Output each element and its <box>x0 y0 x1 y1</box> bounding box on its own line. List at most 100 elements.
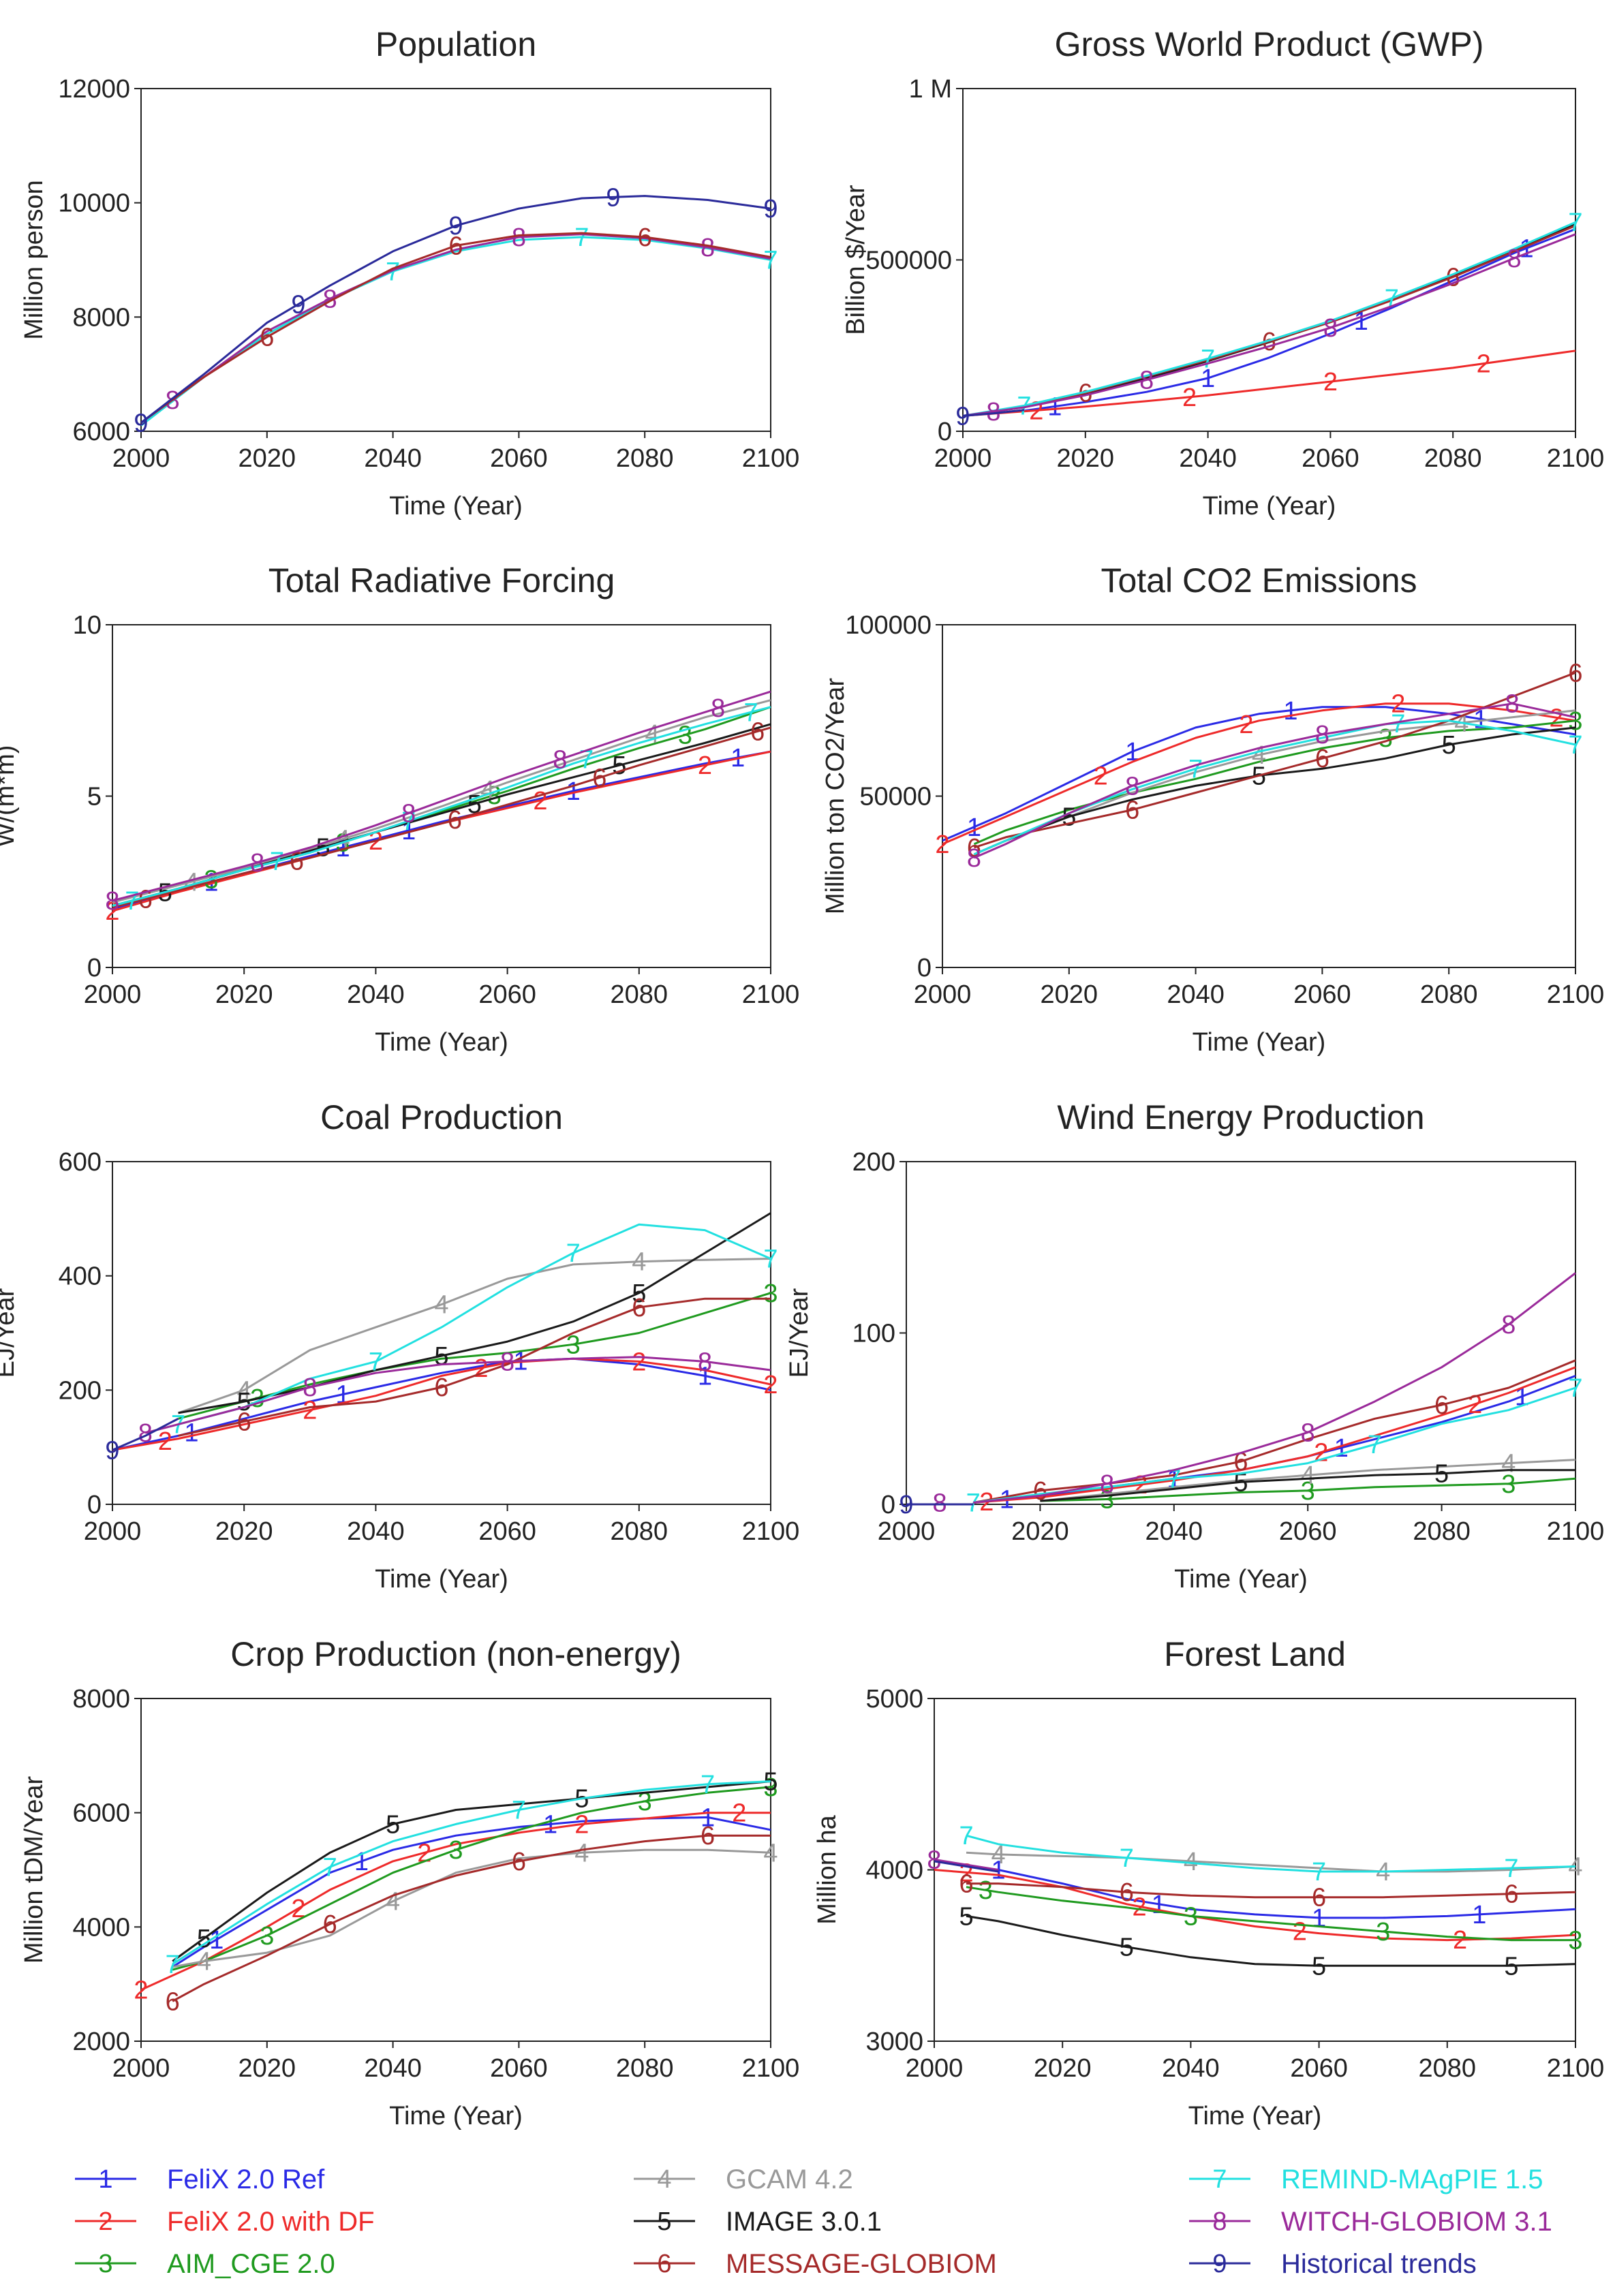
series-marker-4: 4 <box>386 1888 400 1917</box>
series-line-7 <box>172 1780 771 1966</box>
series-marker-2: 2 <box>303 1397 317 1425</box>
series-marker-5: 5 <box>1442 731 1456 760</box>
series-marker-8: 8 <box>1505 690 1520 719</box>
plot-area <box>962 88 1576 432</box>
chart-4: Coal Production 2000 2020 2040 2060 2080 2100 0… <box>0 1098 799 1594</box>
series-line-7 <box>966 1834 1576 1873</box>
y-axis-title: Million ha <box>813 1814 842 1924</box>
series-marker-7: 7 <box>1568 1374 1582 1403</box>
x-tick-label: 2100 <box>1547 1517 1605 1546</box>
series-line-1 <box>942 706 1576 842</box>
series-line-7 <box>140 236 771 426</box>
series-marker-1: 1 <box>967 813 981 842</box>
series-line-5 <box>172 1780 771 1962</box>
series-line-3 <box>172 1786 771 1971</box>
series-marker-8: 8 <box>1301 1418 1315 1447</box>
series-line-3 <box>966 1886 1575 1942</box>
y-tick-label: 4000 <box>865 1857 923 1885</box>
y-axis-title: Million ton CO2/Year <box>821 678 850 914</box>
series-marker-9: 9 <box>105 1436 119 1465</box>
series-marker-4: 4 <box>1301 1461 1315 1490</box>
series-line-3 <box>973 719 1576 846</box>
series-marker-3: 3 <box>1501 1470 1516 1499</box>
series-marker-4: 4 <box>632 1248 646 1277</box>
series-marker-7: 7 <box>166 1951 180 1979</box>
legend-label-4: GCAM 4.2 <box>726 2165 853 2194</box>
series-line-2 <box>973 1366 1576 1504</box>
chart-1: Gross World Product (GWP)2000 2020 2040 206… <box>842 25 1604 521</box>
y-axis-title: Million person <box>20 180 48 339</box>
series-marker-2: 2 <box>1391 690 1405 719</box>
series-marker-3: 3 <box>1568 1927 1582 1955</box>
series-marker-7: 7 <box>1391 710 1405 739</box>
series-marker-7: 7 <box>270 848 284 876</box>
series-marker-1: 1 <box>1283 697 1297 726</box>
chart-title: Wind Energy Production <box>1057 1098 1424 1136</box>
series-marker-8: 8 <box>701 234 715 262</box>
legend-label-2: FeliX 2.0 with DF <box>167 2207 375 2237</box>
series-marker-2: 2 <box>1453 1926 1467 1955</box>
legend-marker-1: 1 <box>98 2165 112 2194</box>
series-marker-6: 6 <box>1312 1884 1326 1912</box>
series-marker-5: 5 <box>632 1279 646 1308</box>
legend-label-1: FeliX 2.0 Ref <box>167 2165 325 2194</box>
x-tick-label: 2100 <box>742 444 800 473</box>
series-marker-7: 7 <box>1504 1855 1518 1883</box>
series-line-6 <box>966 1882 1576 1899</box>
series-line-8 <box>973 1272 1576 1504</box>
series-line-2 <box>962 350 1576 417</box>
series-line-7 <box>178 1223 771 1426</box>
y-tick-label: 6000 <box>72 1799 130 1828</box>
y-axis-title: EJ/Year <box>785 1288 814 1378</box>
series-line-1 <box>962 228 1576 417</box>
y-tick-label: 0 <box>938 418 952 446</box>
x-tick-label: 2040 <box>1179 444 1237 473</box>
series-marker-6: 6 <box>1568 659 1582 687</box>
series-marker-2: 2 <box>291 1895 305 1923</box>
series-marker-7: 7 <box>701 1771 715 1799</box>
series-line-6 <box>140 232 771 424</box>
y-tick-label: 1 M <box>909 75 952 104</box>
x-tick-label: 2100 <box>1547 444 1605 473</box>
x-tick-label: 2020 <box>239 444 296 473</box>
x-axis-title: Time (Year) <box>1193 1028 1326 1057</box>
series-marker-6: 6 <box>1262 328 1276 356</box>
x-tick-label: 2080 <box>616 2054 674 2083</box>
series-marker-6: 6 <box>592 764 606 792</box>
series-line-9 <box>934 1860 999 1873</box>
series-marker-7: 7 <box>966 1489 981 1517</box>
series-line-4 <box>172 1848 771 1968</box>
series-marker-8: 8 <box>500 1348 514 1376</box>
series-marker-8: 8 <box>1315 721 1329 749</box>
series-marker-7: 7 <box>566 1239 581 1268</box>
series-line-6 <box>972 1359 1576 1504</box>
series-line-5 <box>178 1212 771 1414</box>
chart-7: Forest Land 2000 2020 2040 2060 2080 2100 3000 4… <box>813 1635 1604 2130</box>
x-tick-label: 2020 <box>1041 980 1098 1009</box>
series-marker-6: 6 <box>323 1910 337 1939</box>
chart-0: Population 2000 2020 2040 2060 2080 2100 6000 80… <box>20 25 799 521</box>
series-marker-8: 8 <box>512 223 526 252</box>
chart-2: Total Radiative Forcing 2000 2020 2040 2060 2… <box>0 561 799 1057</box>
series-line-1 <box>934 1860 1576 1919</box>
series-marker-9: 9 <box>763 195 778 223</box>
series-marker-6: 6 <box>1315 745 1329 773</box>
series-marker-6: 6 <box>1446 264 1460 292</box>
x-tick-label: 2000 <box>84 980 142 1009</box>
series-marker-8: 8 <box>933 1489 947 1517</box>
series-line-4 <box>112 699 771 903</box>
series-line-8 <box>962 233 1576 417</box>
series-line-9 <box>962 409 1025 417</box>
y-tick-label: 5000 <box>865 1685 923 1713</box>
legend-marker-4: 4 <box>657 2165 671 2194</box>
series-marker-6: 6 <box>1504 1880 1518 1909</box>
x-tick-label: 2060 <box>1290 2054 1348 2083</box>
series-marker-6: 6 <box>1233 1448 1248 1476</box>
x-tick-label: 2060 <box>478 1517 536 1546</box>
series-marker-5: 5 <box>434 1342 448 1371</box>
x-tick-label: 2100 <box>1547 980 1605 1009</box>
x-tick-label: 2100 <box>742 1517 800 1546</box>
series-marker-8: 8 <box>250 849 264 878</box>
x-tick-label: 2000 <box>934 444 992 473</box>
